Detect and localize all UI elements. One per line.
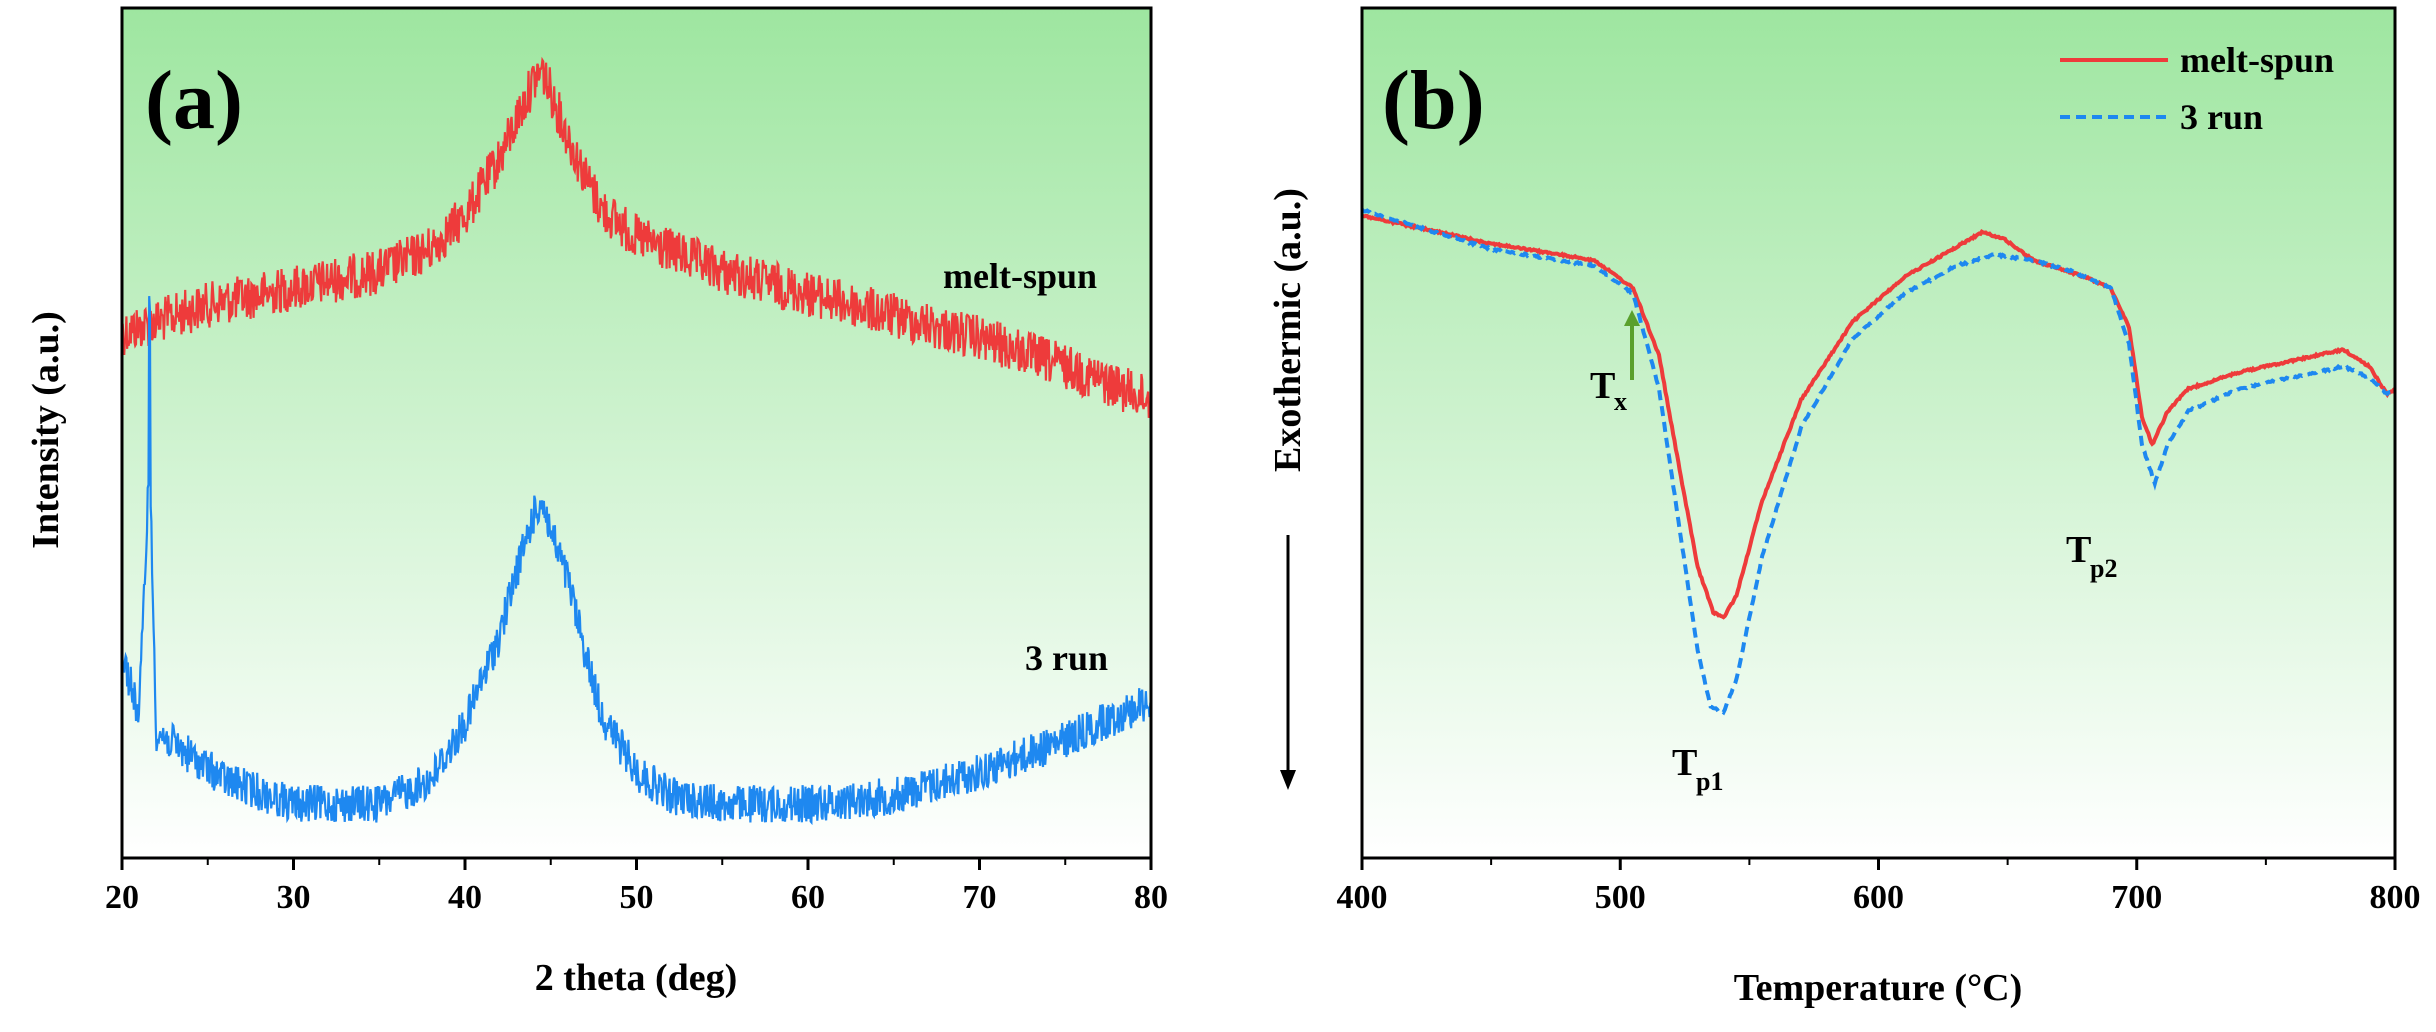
x-tick-label-a: 20: [105, 879, 139, 916]
series-line-melt-spun-b: [1362, 213, 2395, 620]
series-label-3-run-a: 3 run: [1025, 638, 1108, 678]
tp1-subscript: p1: [1696, 767, 1723, 796]
panel-a: 20 30 40 50 60 70 80 (a) melt-spun 3 run 2 the…: [25, 6, 1168, 999]
annotation-tp2: T p2: [2066, 529, 2117, 583]
panel-b-x-ticks: 400 500 600 700 800: [1337, 858, 2421, 916]
x-tick-label-a: 70: [963, 879, 997, 916]
tx-subscript: x: [1614, 387, 1627, 416]
x-tick-label-a: 80: [1134, 879, 1168, 916]
panel-a-x-ticks: 20 30 40 50 60 70 80: [105, 858, 1168, 916]
tx-label: T: [1590, 365, 1615, 407]
tp2-label: T: [2066, 529, 2091, 571]
x-tick-label-b: 600: [1853, 879, 1904, 916]
exothermic-direction-arrow: [1280, 535, 1296, 790]
panel-a-plot-area: [122, 8, 1151, 858]
x-tick-label-b: 800: [2370, 879, 2421, 916]
tx-arrow-head: [1624, 310, 1640, 326]
tp1-label: T: [1672, 742, 1697, 784]
panel-b-label: (b): [1382, 54, 1485, 147]
exo-arrow-head: [1280, 770, 1296, 790]
panel-b-x-axis-label: Temperature (°C): [1734, 967, 2023, 1009]
x-tick-label-b: 400: [1337, 879, 1388, 916]
panel-a-x-axis-label: 2 theta (deg): [535, 957, 738, 999]
x-tick-label-a: 60: [791, 879, 825, 916]
panel-b: 400 500 600 700 800 (b) melt-spun 3 run T x …: [1267, 6, 2421, 1009]
x-tick-label-a: 30: [277, 879, 311, 916]
panel-a-y-axis-label: Intensity (a.u.): [25, 311, 67, 549]
x-tick-label-b: 700: [2111, 879, 2162, 916]
series-label-melt-spun-a: melt-spun: [943, 256, 1097, 296]
x-tick-label-a: 50: [620, 879, 654, 916]
legend-label-3-run: 3 run: [2180, 97, 2263, 137]
panel-b-y-axis-label: Exothermic (a.u.): [1267, 188, 1309, 472]
x-tick-label-a: 40: [448, 879, 482, 916]
legend-label-melt-spun: melt-spun: [2180, 40, 2334, 80]
panel-b-plot-area: [1362, 8, 2395, 858]
legend: melt-spun 3 run: [2060, 40, 2334, 137]
series-line-melt-spun-a: [122, 56, 1151, 419]
panel-a-label: (a): [145, 54, 243, 147]
x-tick-label-b: 500: [1595, 879, 1646, 916]
annotation-tp1: T p1: [1672, 742, 1723, 796]
tp2-subscript: p2: [2090, 554, 2117, 583]
series-line-3-run-a: [122, 296, 1151, 826]
series-line-3-run-b: [1362, 208, 2395, 716]
annotation-tx: T x: [1590, 310, 1640, 416]
